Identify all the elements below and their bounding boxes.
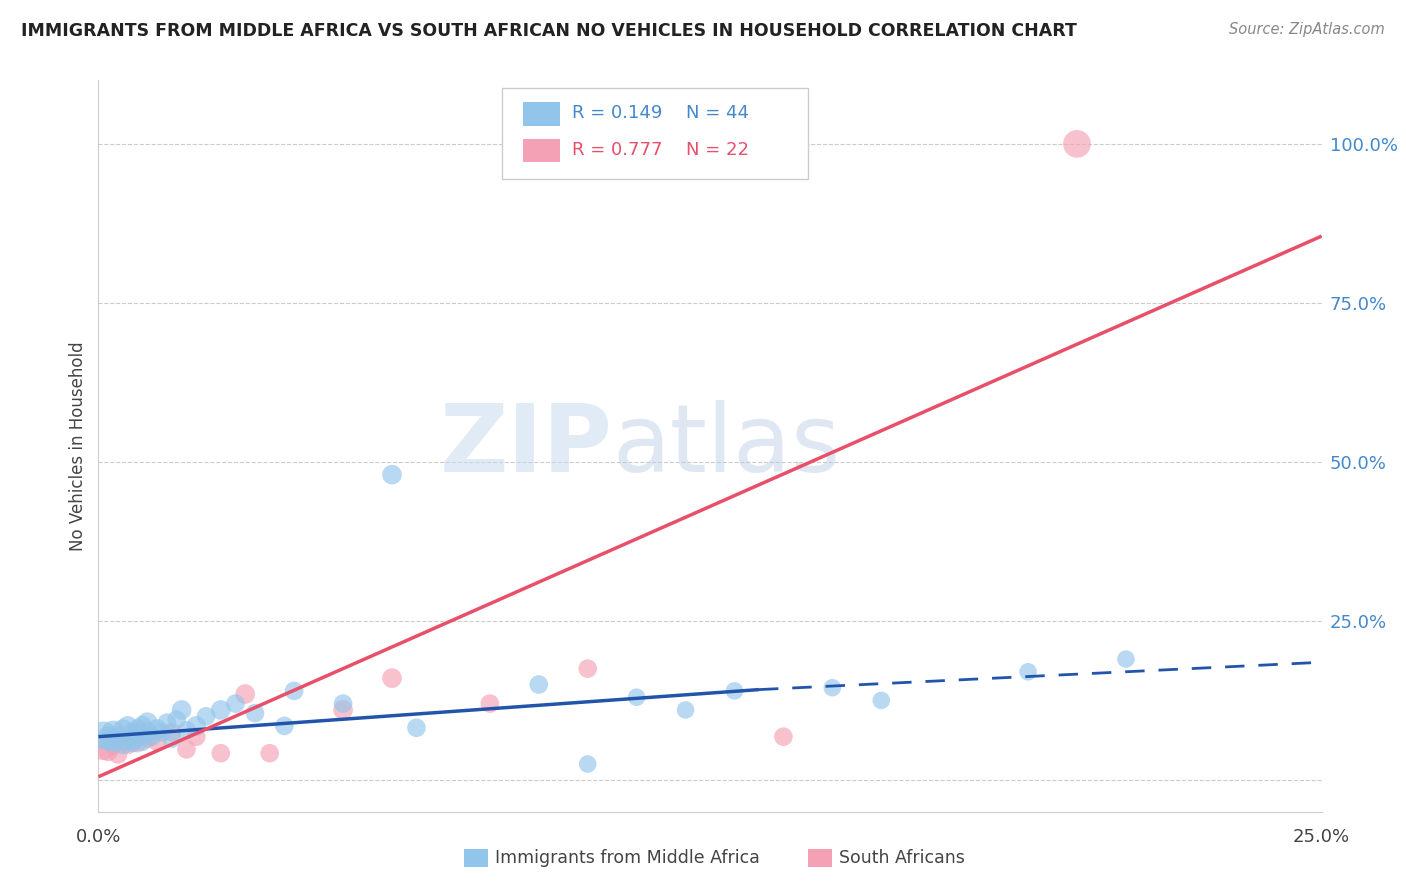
Point	[91, 741, 114, 756]
Point	[243, 706, 266, 720]
Text: Source: ZipAtlas.com: Source: ZipAtlas.com	[1229, 22, 1385, 37]
Point	[478, 697, 501, 711]
Point	[821, 681, 844, 695]
Point	[259, 746, 281, 760]
Point	[150, 725, 173, 739]
Point	[723, 684, 745, 698]
Point	[107, 730, 129, 744]
Point	[107, 747, 129, 762]
Point	[176, 742, 198, 756]
Point	[141, 730, 163, 744]
Point	[121, 725, 143, 739]
Point	[131, 735, 153, 749]
Point	[101, 725, 124, 739]
Point	[332, 697, 354, 711]
Point	[160, 731, 183, 746]
Point	[576, 662, 599, 676]
Point	[209, 746, 232, 760]
Text: R = 0.149: R = 0.149	[572, 104, 662, 122]
Text: N = 22: N = 22	[686, 141, 748, 159]
Point	[186, 730, 208, 744]
Point	[870, 693, 893, 707]
Point	[117, 719, 139, 733]
Y-axis label: No Vehicles in Household: No Vehicles in Household	[69, 341, 87, 551]
Text: ZIP: ZIP	[439, 400, 612, 492]
Point	[111, 735, 134, 749]
Point	[127, 736, 149, 750]
Point	[136, 725, 159, 739]
Point	[160, 725, 183, 739]
Point	[576, 757, 599, 772]
Point	[127, 731, 149, 746]
FancyBboxPatch shape	[523, 139, 560, 162]
Point	[121, 728, 143, 742]
Text: R = 0.777: R = 0.777	[572, 141, 662, 159]
Point	[117, 733, 139, 747]
Point	[97, 744, 120, 758]
Point	[626, 690, 648, 705]
Point	[117, 738, 139, 752]
Point	[224, 697, 246, 711]
Point	[146, 722, 169, 736]
Point	[146, 735, 169, 749]
Point	[209, 703, 232, 717]
Point	[127, 722, 149, 736]
Point	[283, 684, 305, 698]
Text: Immigrants from Middle Africa: Immigrants from Middle Africa	[495, 849, 759, 867]
Point	[195, 709, 218, 723]
Point	[273, 719, 295, 733]
Point	[381, 467, 404, 482]
Point	[101, 735, 124, 749]
Point	[136, 731, 159, 746]
FancyBboxPatch shape	[502, 87, 808, 179]
Point	[170, 703, 193, 717]
Text: IMMIGRANTS FROM MIDDLE AFRICA VS SOUTH AFRICAN NO VEHICLES IN HOUSEHOLD CORRELAT: IMMIGRANTS FROM MIDDLE AFRICA VS SOUTH A…	[21, 22, 1077, 40]
Point	[156, 715, 179, 730]
Point	[97, 731, 120, 746]
Point	[772, 730, 794, 744]
Point	[381, 671, 404, 685]
Point	[1115, 652, 1137, 666]
Point	[527, 677, 550, 691]
Point	[332, 703, 354, 717]
Point	[166, 713, 188, 727]
Point	[121, 736, 143, 750]
Point	[233, 687, 256, 701]
Point	[131, 719, 153, 733]
FancyBboxPatch shape	[523, 103, 560, 126]
Point	[111, 722, 134, 736]
Text: atlas: atlas	[612, 400, 841, 492]
Point	[136, 715, 159, 730]
Text: N = 44: N = 44	[686, 104, 748, 122]
Point	[1017, 665, 1039, 679]
Point	[176, 723, 198, 738]
Point	[675, 703, 697, 717]
Point	[101, 738, 124, 752]
Point	[91, 728, 114, 742]
Point	[186, 719, 208, 733]
Point	[111, 738, 134, 752]
Point	[405, 721, 427, 735]
Point	[1066, 136, 1088, 151]
Text: South Africans: South Africans	[839, 849, 966, 867]
